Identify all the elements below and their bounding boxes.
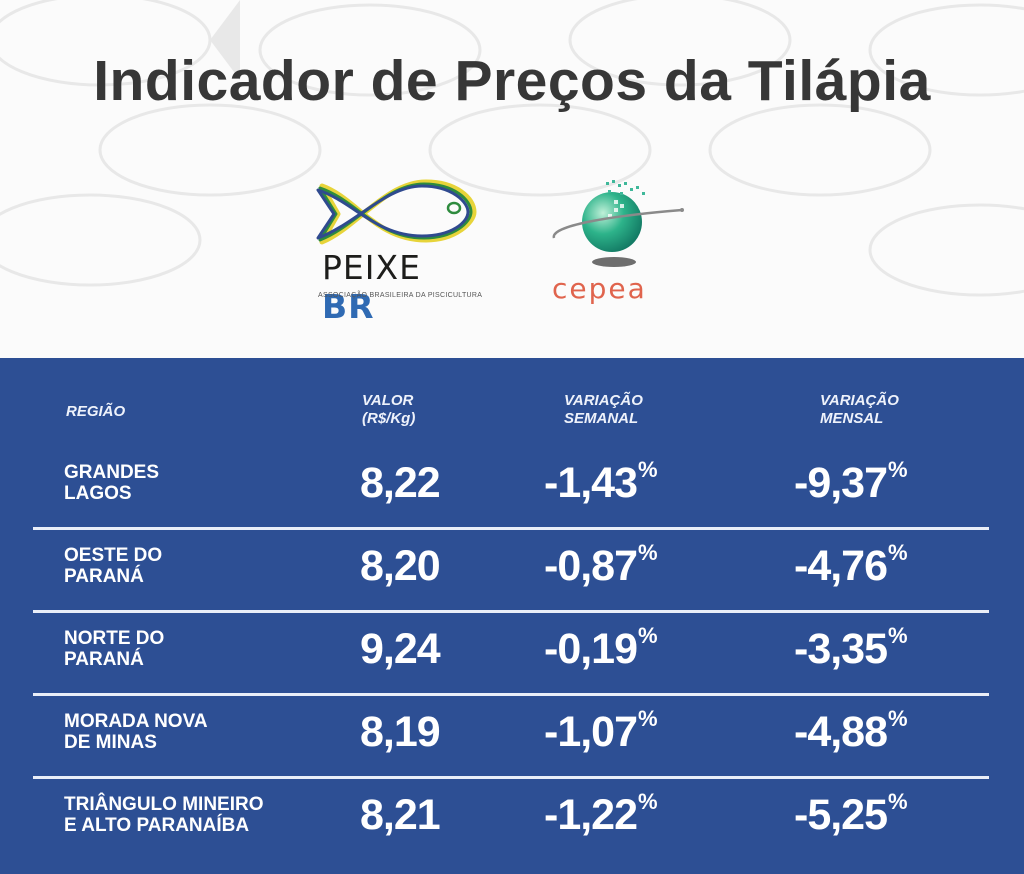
background-fish-pattern-icon bbox=[868, 203, 1024, 297]
page-title: Indicador de Preços da Tilápia bbox=[93, 49, 931, 113]
header-region: REGIÃO bbox=[66, 403, 126, 420]
percent-sign: % bbox=[638, 623, 658, 648]
background-fish-pattern-icon bbox=[0, 193, 202, 287]
peixe-word-accent: BR bbox=[322, 287, 375, 326]
globe-orbit-icon bbox=[552, 180, 684, 267]
monthly-value: -5,25 bbox=[794, 791, 888, 839]
weekly-variation-cell: -1,43% bbox=[544, 457, 658, 508]
background-fish-pattern-icon bbox=[868, 3, 1024, 97]
region-line2: PARANÁ bbox=[64, 566, 144, 587]
header-monthly-line1: VARIAÇÃO bbox=[820, 392, 899, 409]
region-line1: OESTE DO bbox=[64, 545, 163, 566]
value-cell: 9,24 bbox=[360, 625, 441, 673]
weekly-variation-cell: -1,22% bbox=[544, 789, 658, 840]
header-value: VALOR (R$/Kg) bbox=[362, 392, 415, 428]
row-divider bbox=[33, 610, 989, 613]
percent-sign: % bbox=[638, 789, 658, 814]
percent-sign: % bbox=[638, 457, 658, 482]
percent-sign: % bbox=[888, 457, 908, 482]
weekly-value: -0,19 bbox=[544, 625, 638, 673]
header-value-line1: VALOR bbox=[362, 392, 414, 409]
region-line2: PARANÁ bbox=[64, 649, 144, 670]
row-divider bbox=[33, 693, 989, 696]
region-line1: TRIÂNGULO MINEIRO bbox=[64, 794, 264, 815]
value-cell: 8,22 bbox=[360, 459, 441, 507]
row-divider bbox=[33, 776, 989, 779]
peixe-br-subtitle: ASSOCIAÇÃO BRASILEIRA DA PISCICULTURA bbox=[318, 292, 483, 299]
weekly-variation-cell: -0,87% bbox=[544, 540, 658, 591]
weekly-variation-cell: -1,07% bbox=[544, 706, 658, 757]
price-table: REGIÃO VALOR (R$/Kg) VARIAÇÃO SEMANAL VA… bbox=[0, 358, 1024, 874]
region-cell: OESTE DO PARANÁ bbox=[64, 545, 162, 587]
percent-sign: % bbox=[638, 706, 658, 731]
background-fish-pattern-icon bbox=[428, 103, 652, 197]
monthly-variation-cell: -4,76% bbox=[794, 540, 908, 591]
header-weekly-line2: SEMANAL bbox=[564, 410, 639, 427]
region-cell: TRIÂNGULO MINEIRO E ALTO PARANAÍBA bbox=[64, 794, 264, 836]
weekly-value: -0,87 bbox=[544, 542, 638, 590]
monthly-variation-cell: -4,88% bbox=[794, 706, 908, 757]
header-weekly-variation: VARIAÇÃO SEMANAL bbox=[564, 392, 643, 428]
region-line1: MORADA NOVA bbox=[64, 711, 208, 732]
region-line2: E ALTO PARANAÍBA bbox=[64, 815, 250, 836]
header-monthly-variation: VARIAÇÃO MENSAL bbox=[820, 392, 899, 428]
region-line2: DE MINAS bbox=[64, 732, 157, 753]
fish-logo-icon bbox=[316, 179, 477, 245]
peixe-word-main: PEIXE bbox=[322, 248, 421, 287]
weekly-value: -1,22 bbox=[544, 791, 638, 839]
header-area: Indicador de Preços da Tilápia PEIXE BR … bbox=[0, 0, 1024, 358]
table-row: NORTE DO PARANÁ 9,24 -0,19% -3,35% bbox=[0, 616, 1024, 698]
background-fish-pattern-icon bbox=[708, 103, 932, 197]
background-fish-pattern-icon bbox=[568, 0, 792, 87]
table-row: MORADA NOVA DE MINAS 8,19 -1,07% -4,88% bbox=[0, 699, 1024, 781]
region-cell: NORTE DO PARANÁ bbox=[64, 628, 164, 670]
table-row: GRANDES LAGOS 8,22 -1,43% -9,37% bbox=[0, 450, 1024, 532]
peixe-br-logo: PEIXE BR ASSOCIAÇÃO BRASILEIRA DA PISCIC… bbox=[316, 178, 483, 326]
monthly-value: -9,37 bbox=[794, 459, 888, 507]
table-row: TRIÂNGULO MINEIRO E ALTO PARANAÍBA 8,21 … bbox=[0, 782, 1024, 864]
value-cell: 8,21 bbox=[360, 791, 441, 839]
percent-sign: % bbox=[888, 540, 908, 565]
weekly-value: -1,07 bbox=[544, 708, 638, 756]
region-cell: MORADA NOVA DE MINAS bbox=[64, 711, 208, 753]
cepea-logo: cepea bbox=[548, 176, 688, 306]
background-fish-pattern-icon bbox=[0, 0, 240, 87]
monthly-variation-cell: -9,37% bbox=[794, 457, 908, 508]
monthly-value: -4,88 bbox=[794, 708, 888, 756]
region-line1: GRANDES bbox=[64, 462, 160, 483]
monthly-value: -3,35 bbox=[794, 625, 888, 673]
percent-sign: % bbox=[888, 623, 908, 648]
weekly-value: -1,43 bbox=[544, 459, 638, 507]
value-cell: 8,19 bbox=[360, 708, 441, 756]
cepea-wordmark: cepea bbox=[552, 272, 647, 305]
value-cell: 8,20 bbox=[360, 542, 441, 590]
monthly-variation-cell: -5,25% bbox=[794, 789, 908, 840]
region-line2: LAGOS bbox=[64, 483, 132, 504]
header-value-line2: (R$/Kg) bbox=[362, 410, 416, 427]
monthly-variation-cell: -3,35% bbox=[794, 623, 908, 674]
header-weekly-line1: VARIAÇÃO bbox=[564, 392, 643, 409]
header-monthly-line2: MENSAL bbox=[820, 410, 884, 427]
weekly-variation-cell: -0,19% bbox=[544, 623, 658, 674]
background-fish-pattern-icon bbox=[258, 3, 482, 97]
row-divider bbox=[33, 527, 989, 530]
background-fish-pattern-icon bbox=[98, 103, 322, 197]
region-cell: GRANDES LAGOS bbox=[64, 462, 159, 504]
table-row: OESTE DO PARANÁ 8,20 -0,87% -4,76% bbox=[0, 533, 1024, 615]
peixe-br-wordmark: PEIXE BR bbox=[322, 248, 482, 326]
percent-sign: % bbox=[638, 540, 658, 565]
monthly-value: -4,76 bbox=[794, 542, 888, 590]
percent-sign: % bbox=[888, 706, 908, 731]
region-line1: NORTE DO bbox=[64, 628, 165, 649]
percent-sign: % bbox=[888, 789, 908, 814]
